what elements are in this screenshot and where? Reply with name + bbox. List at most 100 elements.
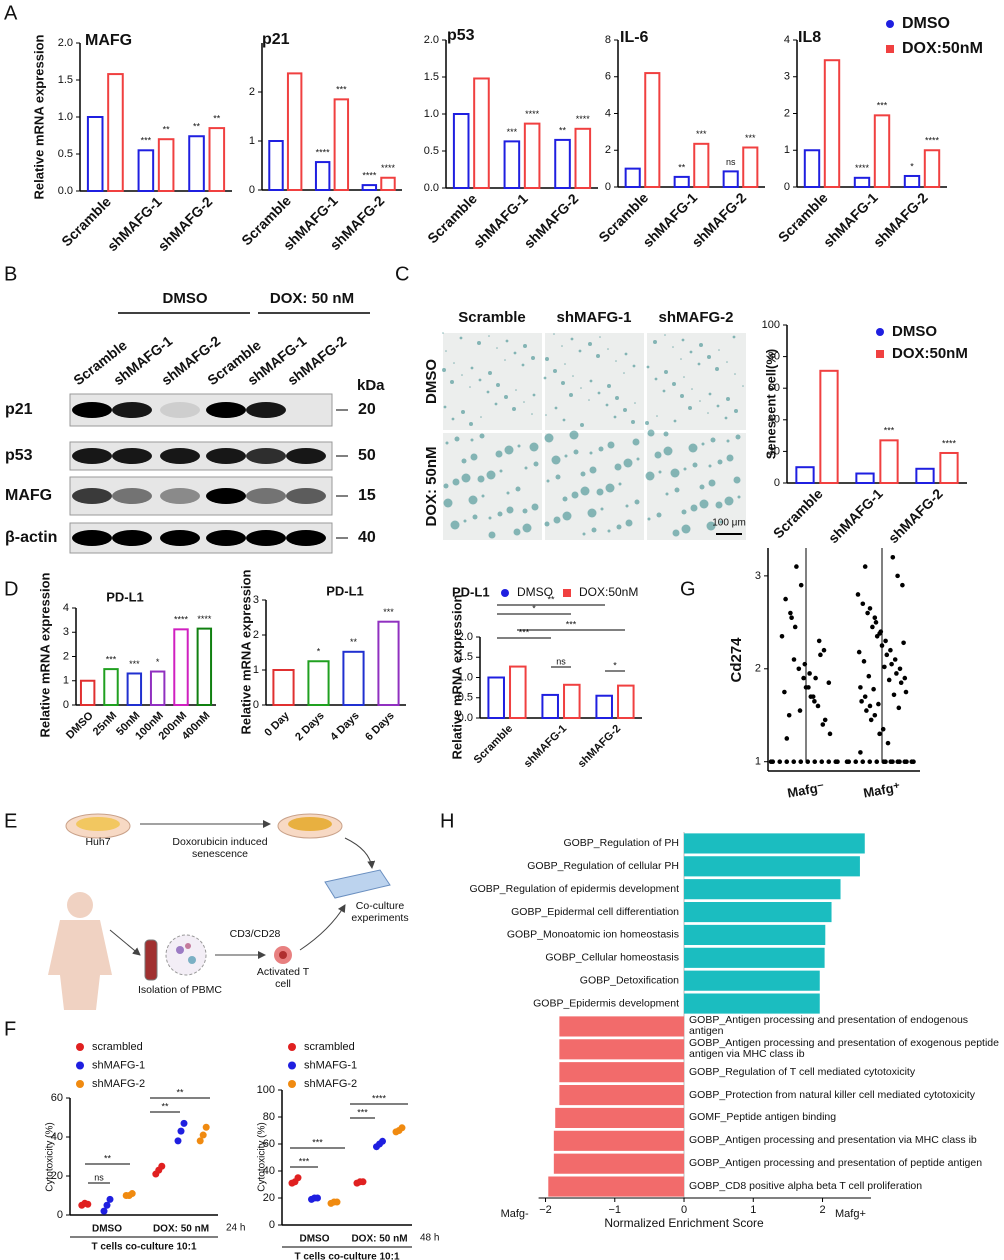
bracket-label: * (613, 660, 617, 670)
stain-dot (699, 484, 705, 490)
point (884, 652, 890, 658)
bracket-label: *** (299, 1156, 310, 1166)
stain-dot (690, 504, 698, 512)
dot (158, 1162, 166, 1170)
y-axis-label: Relative mRNA expression (37, 572, 52, 737)
stain-dot (578, 349, 582, 353)
bar (272, 669, 295, 706)
stain-dot (531, 413, 533, 415)
stain-dot (674, 487, 680, 493)
significance: *** (745, 133, 756, 143)
stain-dot (623, 408, 627, 412)
bar (673, 175, 690, 189)
stain-dot (708, 464, 712, 468)
dot (199, 1131, 207, 1139)
y-tick-label: 0 (605, 181, 611, 193)
stain-dot (624, 352, 628, 356)
dot (177, 1127, 185, 1135)
significance: *** (106, 654, 117, 664)
y-tick-label: 0 (63, 699, 69, 711)
micrograph (647, 433, 746, 540)
stain-dot (477, 341, 481, 345)
stain-dot (452, 478, 460, 486)
bracket-label: ** (104, 1153, 112, 1163)
dot (379, 1137, 386, 1145)
chart-title: p53 (447, 27, 475, 44)
x-tick-label: 0 Day (262, 709, 292, 739)
x-tick-label: shMAFG-1 (522, 723, 569, 770)
bar (563, 683, 581, 719)
point (784, 759, 790, 765)
stain-dot (625, 504, 629, 508)
stain-dot (618, 482, 622, 486)
stain-dot (718, 349, 720, 351)
y-tick-label: 8 (605, 34, 611, 46)
y-axis-label: Senescent cell(%) (763, 349, 778, 460)
term-label: GOBP_Regulation of cellular PH (527, 860, 679, 872)
stain-dot (599, 336, 601, 338)
point (889, 661, 894, 667)
y-tick-label: 20 (51, 1170, 63, 1182)
stain-dot (497, 511, 503, 517)
point (820, 722, 826, 727)
stain-dot (531, 356, 535, 360)
stain-dot (544, 433, 554, 443)
significance: **** (174, 615, 189, 625)
stain-dot (544, 521, 550, 527)
y-tick-label: 1 (784, 144, 790, 156)
stain-dot (735, 434, 741, 440)
stain-dot (555, 474, 561, 480)
blot-band (286, 530, 326, 546)
stain-dot (645, 421, 649, 425)
point (812, 759, 818, 765)
term-label: GOMF_Peptide antigen binding (689, 1111, 837, 1124)
point (826, 759, 832, 765)
legend-label: DOX:50nM (892, 345, 968, 362)
stain-dot (445, 441, 449, 445)
bar (624, 167, 641, 188)
stain-dot (470, 438, 474, 442)
bar (819, 369, 839, 485)
legend-label: DMSO (517, 585, 553, 599)
point (835, 759, 840, 765)
point (911, 759, 916, 765)
stain-dot (545, 414, 547, 416)
dot (180, 1119, 188, 1127)
x-axis-label: Normalized Enrichment Score (604, 1216, 764, 1230)
point (789, 615, 794, 620)
row-label: DMSO (423, 359, 440, 404)
point (782, 689, 787, 695)
point (856, 649, 862, 655)
y-tick-label: 1.0 (424, 108, 439, 120)
stain-dot (646, 365, 650, 369)
term-label: GOBP_Antigen processing and presentation… (689, 1134, 977, 1147)
point (877, 731, 882, 737)
bar (196, 627, 213, 706)
legend-marker (76, 1043, 84, 1051)
panel-label: F (4, 1018, 16, 1040)
bar (523, 122, 541, 189)
significance: **** (197, 614, 212, 624)
bar (126, 672, 143, 706)
blot-band (206, 530, 246, 546)
stain-dot (710, 437, 716, 443)
stain-dot (680, 394, 684, 398)
panel-label: D (4, 578, 18, 600)
x-tick-label: 0 (681, 1204, 687, 1216)
term-label: GOBP_Antigen processing and presentation… (689, 1157, 983, 1170)
blot-band (206, 402, 246, 418)
dot (294, 1174, 302, 1182)
bar (553, 1130, 685, 1151)
point (872, 615, 878, 620)
stain-dot (504, 445, 514, 455)
stain-dot (521, 363, 525, 367)
stain-dot (724, 416, 728, 420)
point (872, 712, 878, 718)
diagram-label: Isolation of PBMC (137, 984, 223, 996)
stain-dot (614, 463, 622, 471)
stain-dot (706, 521, 716, 531)
stain-dot (708, 479, 716, 487)
stain-dot (554, 406, 558, 410)
point (827, 731, 833, 737)
stain-dot (506, 506, 514, 514)
